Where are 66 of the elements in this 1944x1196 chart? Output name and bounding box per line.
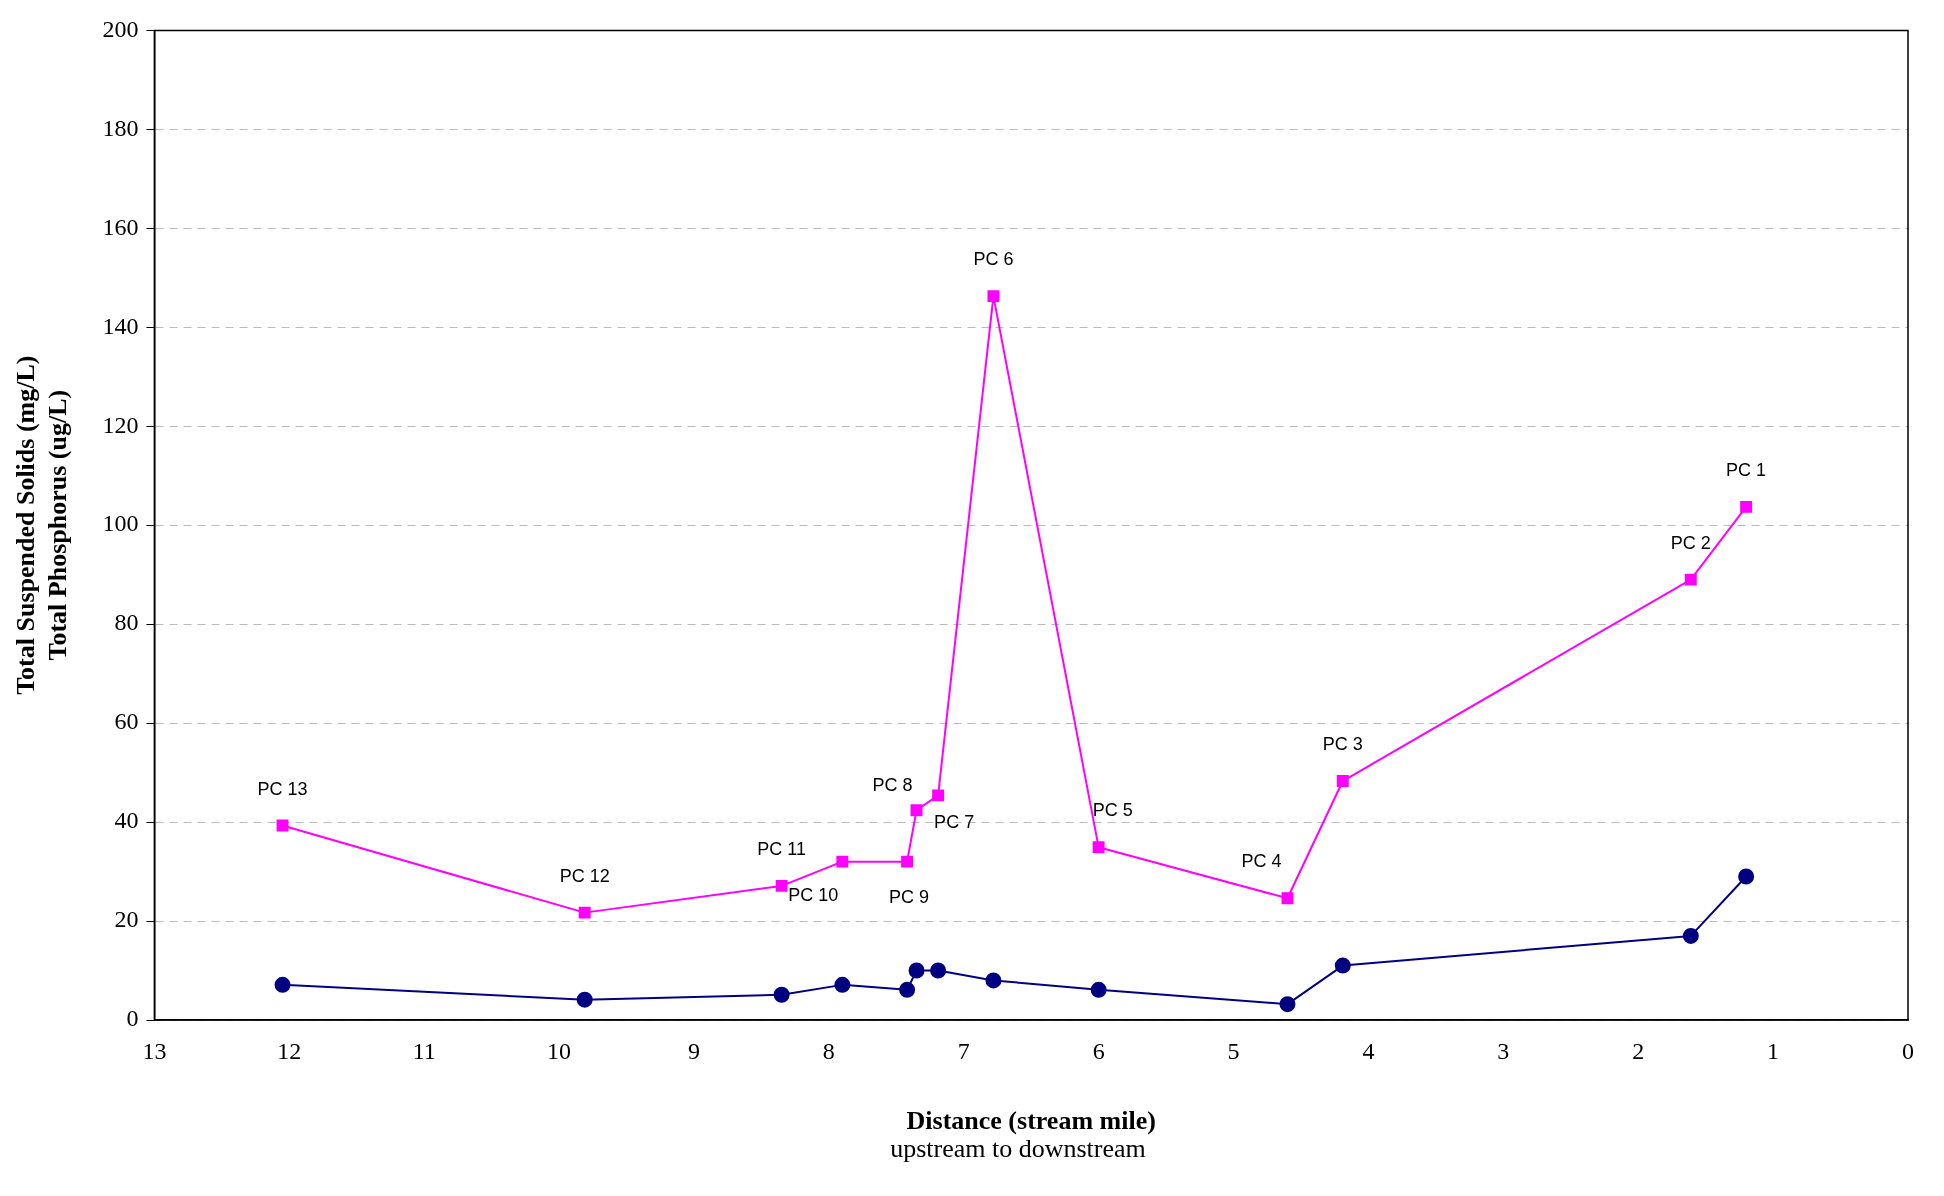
x-tick-label: 7	[957, 1037, 970, 1064]
point	[1334, 957, 1351, 974]
point	[578, 906, 591, 919]
y-tick-label: 180	[102, 114, 139, 141]
y-tick-label: 160	[102, 213, 139, 240]
point	[899, 981, 916, 998]
x-tick-label: 8	[822, 1037, 835, 1064]
annotation: PC 7	[934, 812, 975, 833]
point	[932, 789, 945, 802]
x-tick-label: 0	[1902, 1037, 1914, 1064]
y-axis-title: Total Suspended Solids (mg/L) Total Phosphorus (ug/L)	[11, 355, 72, 695]
point	[901, 855, 914, 868]
point	[987, 290, 1000, 303]
x-tick-label: 3	[1497, 1037, 1510, 1064]
point	[576, 991, 593, 1008]
point	[1682, 927, 1699, 944]
x-tick-label: 4	[1362, 1037, 1375, 1064]
point	[834, 976, 851, 993]
annotation: PC 2	[1670, 532, 1711, 553]
annotation: PC 5	[1092, 800, 1133, 821]
point	[908, 962, 925, 979]
point	[773, 986, 790, 1003]
point	[1279, 996, 1296, 1013]
x-tick-label: 12	[277, 1037, 302, 1064]
point	[910, 804, 923, 817]
x-tick-label: 13	[142, 1037, 167, 1064]
y-tick-label: 200	[102, 15, 139, 42]
x-axis-title: Distance (stream mile)	[906, 1106, 1156, 1136]
y-tick-label: 140	[102, 312, 139, 339]
point	[1684, 573, 1697, 586]
annotation: PC 9	[889, 886, 930, 907]
y-tick-label: 120	[102, 411, 139, 438]
y-tick-label: 60	[114, 708, 139, 735]
point	[985, 972, 1002, 989]
point	[1092, 841, 1105, 854]
point	[1090, 981, 1107, 998]
annotation: PC 10	[788, 884, 839, 905]
point	[1281, 892, 1294, 905]
annotation: PC 11	[757, 838, 806, 859]
x-tick-label: 11	[412, 1037, 436, 1064]
y-tick-label: 100	[102, 510, 139, 537]
annotation: PC 12	[559, 865, 610, 886]
annotation: PC 4	[1241, 851, 1282, 872]
x-tick-label: 6	[1092, 1037, 1105, 1064]
y-tick-label: 0	[126, 1005, 139, 1032]
x-tick-label: 5	[1227, 1037, 1240, 1064]
y-tick-label: 20	[114, 906, 139, 933]
annotation: PC 13	[257, 778, 308, 799]
x-tick-label: 2	[1632, 1037, 1645, 1064]
y-tick-label: 40	[114, 807, 139, 834]
y-tick-label: 80	[114, 609, 139, 636]
point	[775, 879, 788, 892]
point	[1738, 868, 1755, 885]
point	[1740, 500, 1753, 513]
point	[1336, 775, 1349, 787]
annotation: PC 8	[872, 775, 913, 796]
x-tick-label: 9	[687, 1037, 700, 1064]
annotation: PC 1	[1726, 459, 1767, 480]
annotation: PC 3	[1322, 733, 1363, 754]
text: upstream to downstream	[889, 1134, 1146, 1164]
x-tick-label: 1	[1767, 1037, 1780, 1064]
annotation: PC 6	[973, 249, 1014, 270]
point	[930, 962, 947, 979]
x-tick-label: 10	[547, 1037, 572, 1064]
point	[836, 855, 849, 868]
point	[274, 976, 291, 993]
